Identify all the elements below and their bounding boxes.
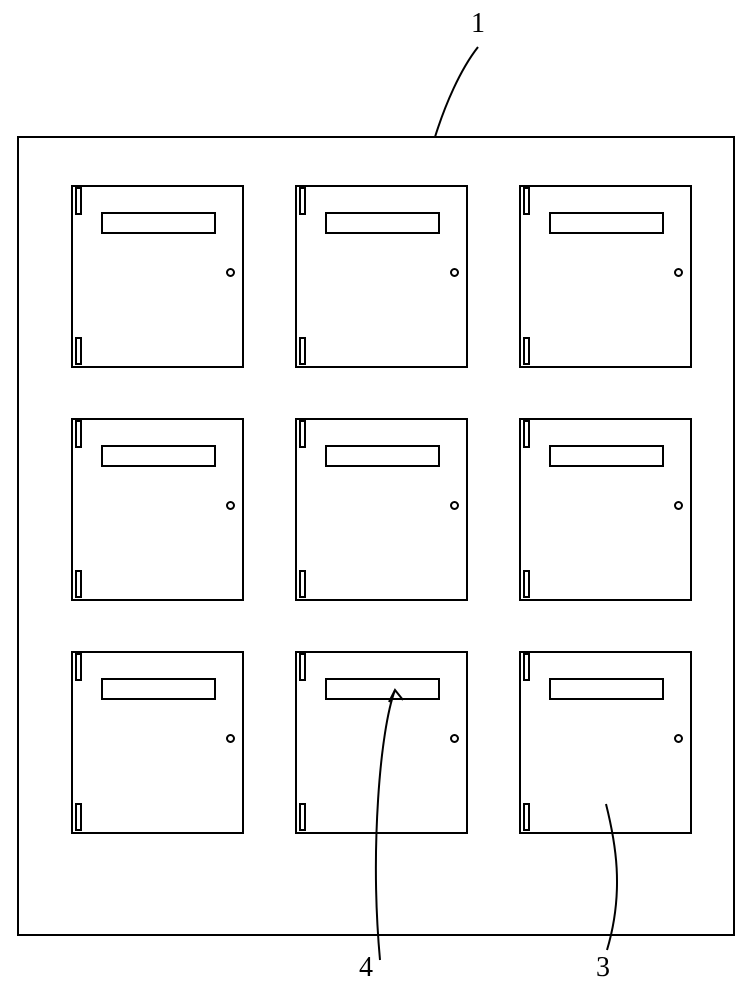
- label-slot: [549, 445, 664, 467]
- label-slot: [325, 678, 440, 700]
- locker: [71, 651, 244, 834]
- hinge-top: [75, 653, 82, 681]
- hinge-top: [299, 420, 306, 448]
- hinge-bottom: [299, 337, 306, 365]
- hinge-bottom: [523, 337, 530, 365]
- callout-1-text: 1: [471, 8, 485, 39]
- hinge-top: [299, 653, 306, 681]
- locker: [519, 185, 692, 368]
- locker: [295, 651, 468, 834]
- locker: [519, 418, 692, 601]
- hinge-top: [75, 187, 82, 215]
- label-slot: [101, 212, 216, 234]
- hinge-top: [523, 420, 530, 448]
- knob-icon: [450, 268, 459, 277]
- label-slot: [325, 445, 440, 467]
- label-slot: [101, 678, 216, 700]
- locker: [519, 651, 692, 834]
- locker: [295, 185, 468, 368]
- knob-icon: [226, 268, 235, 277]
- knob-icon: [674, 268, 683, 277]
- locker: [295, 418, 468, 601]
- knob-icon: [450, 501, 459, 510]
- knob-icon: [674, 734, 683, 743]
- knob-icon: [674, 501, 683, 510]
- callout-1: 1: [471, 8, 485, 40]
- label-slot: [325, 212, 440, 234]
- hinge-bottom: [299, 570, 306, 598]
- label-slot: [101, 445, 216, 467]
- callout-4-num: 4: [359, 952, 373, 983]
- knob-icon: [226, 734, 235, 743]
- hinge-bottom: [75, 570, 82, 598]
- hinge-top: [75, 420, 82, 448]
- hinge-bottom: [75, 337, 82, 365]
- knob-icon: [450, 734, 459, 743]
- diagram-stage: 1 3 4: [0, 0, 752, 1000]
- callout-3: 3: [596, 952, 610, 984]
- hinge-top: [299, 187, 306, 215]
- knob-icon: [226, 501, 235, 510]
- hinge-bottom: [299, 803, 306, 831]
- hinge-bottom: [75, 803, 82, 831]
- label-slot: [549, 212, 664, 234]
- locker: [71, 418, 244, 601]
- callout-3-text: 3: [596, 952, 610, 983]
- locker: [71, 185, 244, 368]
- hinge-bottom: [523, 803, 530, 831]
- label-slot: [549, 678, 664, 700]
- hinge-top: [523, 187, 530, 215]
- callout-4: 4: [359, 952, 373, 984]
- hinge-bottom: [523, 570, 530, 598]
- hinge-top: [523, 653, 530, 681]
